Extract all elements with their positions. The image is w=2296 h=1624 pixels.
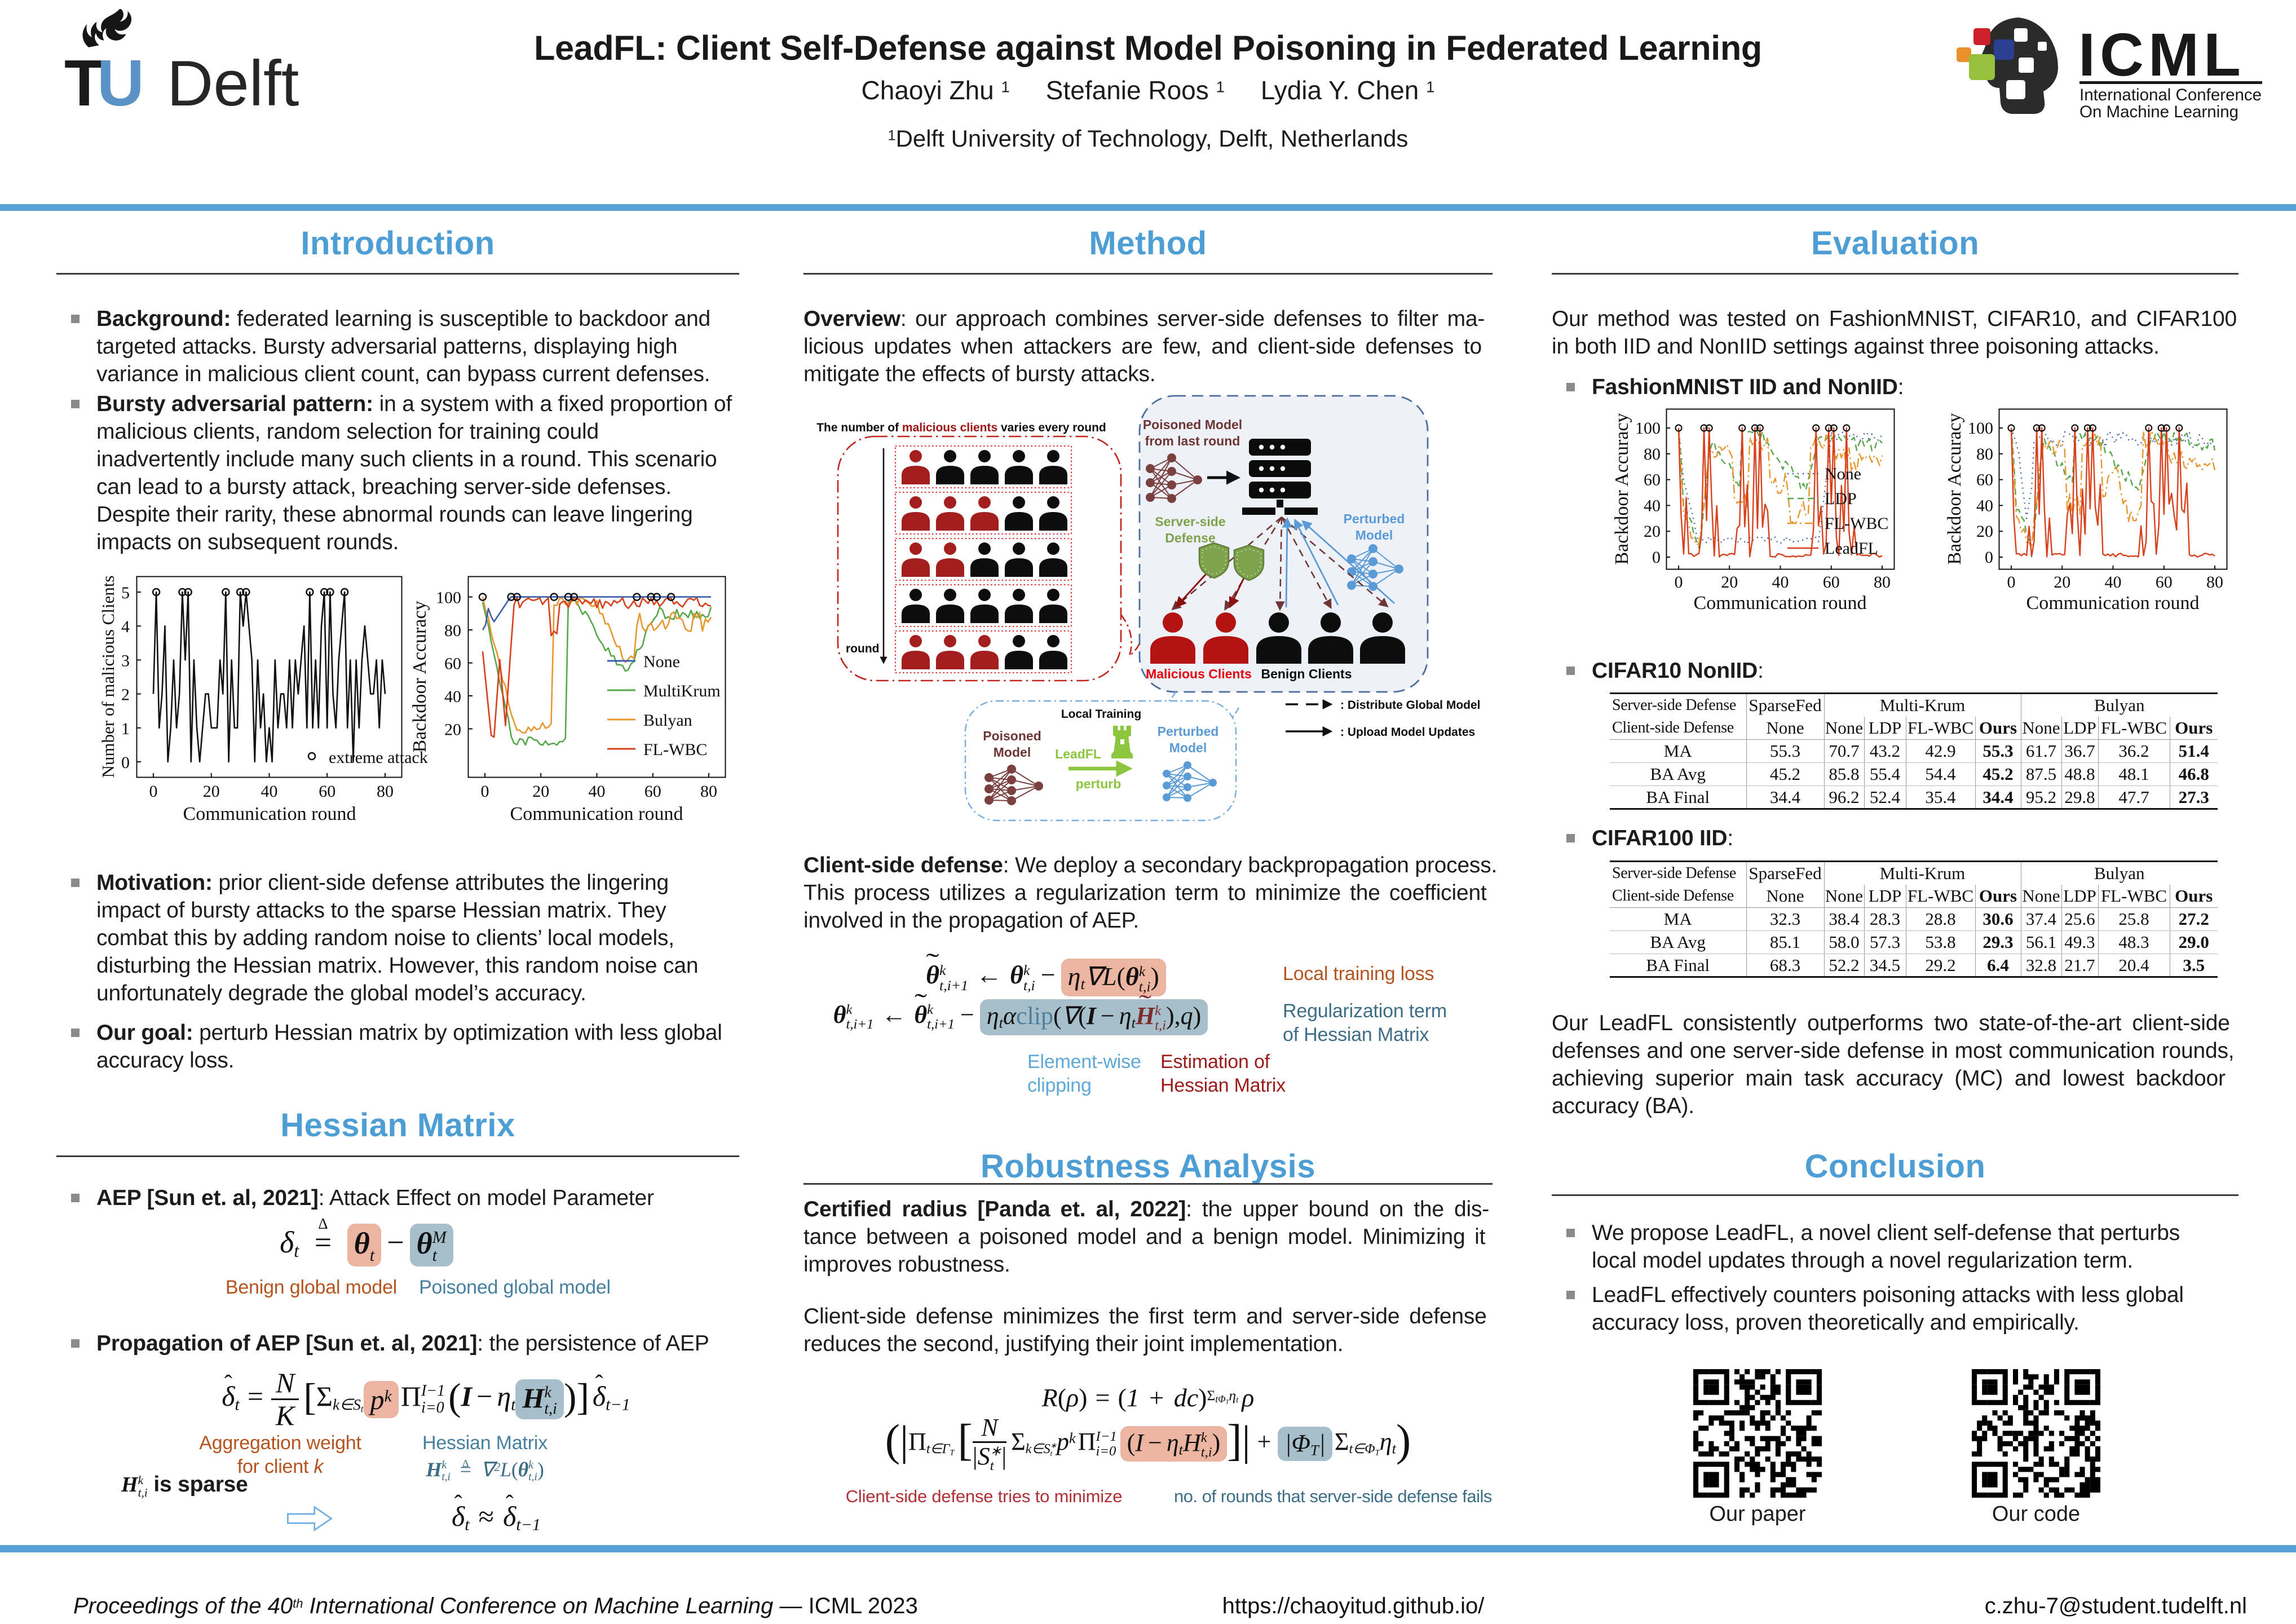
svg-text:60: 60	[1644, 471, 1661, 489]
svg-text:Communication round: Communication round	[183, 804, 356, 824]
svg-text:Benign Clients: Benign Clients	[1261, 667, 1352, 681]
svg-text:0: 0	[2007, 573, 2016, 592]
svg-text:80: 80	[444, 621, 461, 640]
svg-text:0: 0	[481, 782, 489, 801]
svg-text:Delft: Delft	[167, 48, 299, 120]
svg-text:Perturbed: Perturbed	[1344, 511, 1405, 526]
svg-text:20: 20	[1644, 522, 1661, 541]
svg-text:0: 0	[149, 782, 158, 801]
svg-text:80: 80	[377, 782, 394, 801]
svg-text:60: 60	[644, 782, 661, 801]
svg-text:The number of malicious client: The number of malicious clients varies e…	[816, 421, 1106, 434]
svg-text:60: 60	[319, 782, 335, 801]
svg-text:20: 20	[1976, 522, 1993, 541]
svg-text:80: 80	[1874, 573, 1891, 592]
svg-text:Bulyan: Bulyan	[643, 711, 692, 730]
svg-text:80: 80	[1644, 445, 1661, 464]
svg-text:Backdoor Accuracy: Backdoor Accuracy	[1611, 413, 1632, 564]
svg-text:3: 3	[121, 651, 130, 670]
svg-text:T: T	[64, 46, 104, 120]
svg-text:2: 2	[121, 686, 130, 704]
svg-text:20: 20	[203, 782, 220, 801]
svg-text:Poisoned: Poisoned	[983, 729, 1041, 743]
svg-text:20: 20	[532, 782, 549, 801]
svg-text:40: 40	[1644, 496, 1661, 515]
svg-text:20: 20	[444, 721, 461, 739]
svg-text:1: 1	[121, 720, 130, 738]
svg-text:100: 100	[1635, 419, 1661, 438]
svg-text:Backdoor Accuracy: Backdoor Accuracy	[1944, 413, 1965, 564]
svg-text:40: 40	[589, 782, 606, 801]
svg-text:100: 100	[1968, 419, 1993, 438]
svg-text:round: round	[846, 642, 879, 655]
svg-text:LeadFL: LeadFL	[1825, 539, 1878, 558]
svg-text:Poisoned Model: Poisoned Model	[1143, 417, 1242, 432]
svg-text:60: 60	[2156, 573, 2173, 592]
svg-text:40: 40	[2105, 573, 2122, 592]
svg-text:from last round: from last round	[1145, 434, 1240, 448]
svg-text:Malicious Clients: Malicious Clients	[1146, 667, 1252, 681]
svg-text:40: 40	[1772, 573, 1789, 592]
svg-text:40: 40	[261, 782, 278, 801]
svg-text:0: 0	[1652, 548, 1661, 567]
svg-text:0: 0	[1675, 573, 1683, 592]
svg-text:5: 5	[121, 584, 130, 602]
svg-text:: Upload Model Updates: : Upload Model Updates	[1340, 726, 1475, 739]
svg-text:60: 60	[1976, 471, 1993, 489]
svg-text:Communication round: Communication round	[2026, 593, 2200, 614]
svg-text:60: 60	[444, 655, 461, 673]
svg-text:80: 80	[1976, 445, 1993, 464]
svg-text:Model: Model	[1169, 740, 1207, 755]
svg-text:60: 60	[1823, 573, 1840, 592]
svg-text:Model: Model	[994, 745, 1031, 760]
svg-text:Perturbed: Perturbed	[1158, 724, 1219, 739]
svg-text:perturb: perturb	[1076, 776, 1121, 791]
svg-text:4: 4	[121, 617, 130, 636]
svg-text:20: 20	[1721, 573, 1738, 592]
svg-text:None: None	[643, 652, 680, 671]
svg-text:Model: Model	[1355, 528, 1393, 542]
svg-text:Defense: Defense	[1165, 531, 1215, 545]
svg-text:extreme attack: extreme attack	[329, 748, 428, 767]
svg-text:80: 80	[700, 782, 717, 801]
svg-text:20: 20	[2054, 573, 2070, 592]
svg-text:U: U	[97, 46, 144, 120]
svg-text:0: 0	[1985, 548, 1993, 567]
svg-text:FL-WBC: FL-WBC	[643, 740, 707, 759]
svg-text:On Machine Learning: On Machine Learning	[2079, 103, 2238, 121]
svg-text:100: 100	[436, 589, 461, 607]
svg-text:MultiKrum: MultiKrum	[643, 682, 721, 700]
svg-text:Backdoor Accuracy: Backdoor Accuracy	[409, 601, 430, 752]
svg-text:FL-WBC: FL-WBC	[1825, 514, 1888, 533]
svg-text:40: 40	[1976, 496, 1993, 515]
svg-text:International Conference: International Conference	[2079, 86, 2262, 104]
svg-text:Number of malicious Clients: Number of malicious Clients	[98, 575, 118, 778]
svg-text:: Distribute Global Model: : Distribute Global Model	[1340, 699, 1481, 712]
svg-text:ICML: ICML	[2078, 20, 2245, 89]
svg-text:None: None	[1825, 465, 1861, 483]
svg-text:Server-side: Server-side	[1155, 514, 1225, 529]
svg-text:40: 40	[444, 687, 461, 706]
svg-text:Communication round: Communication round	[1694, 593, 1867, 614]
svg-text:0: 0	[121, 753, 130, 772]
svg-text:Communication round: Communication round	[510, 804, 683, 824]
svg-text:80: 80	[2206, 573, 2223, 592]
svg-text:LeadFL: LeadFL	[1055, 747, 1101, 761]
svg-text:Local Training: Local Training	[1061, 708, 1141, 721]
svg-text:LDP: LDP	[1825, 489, 1857, 508]
